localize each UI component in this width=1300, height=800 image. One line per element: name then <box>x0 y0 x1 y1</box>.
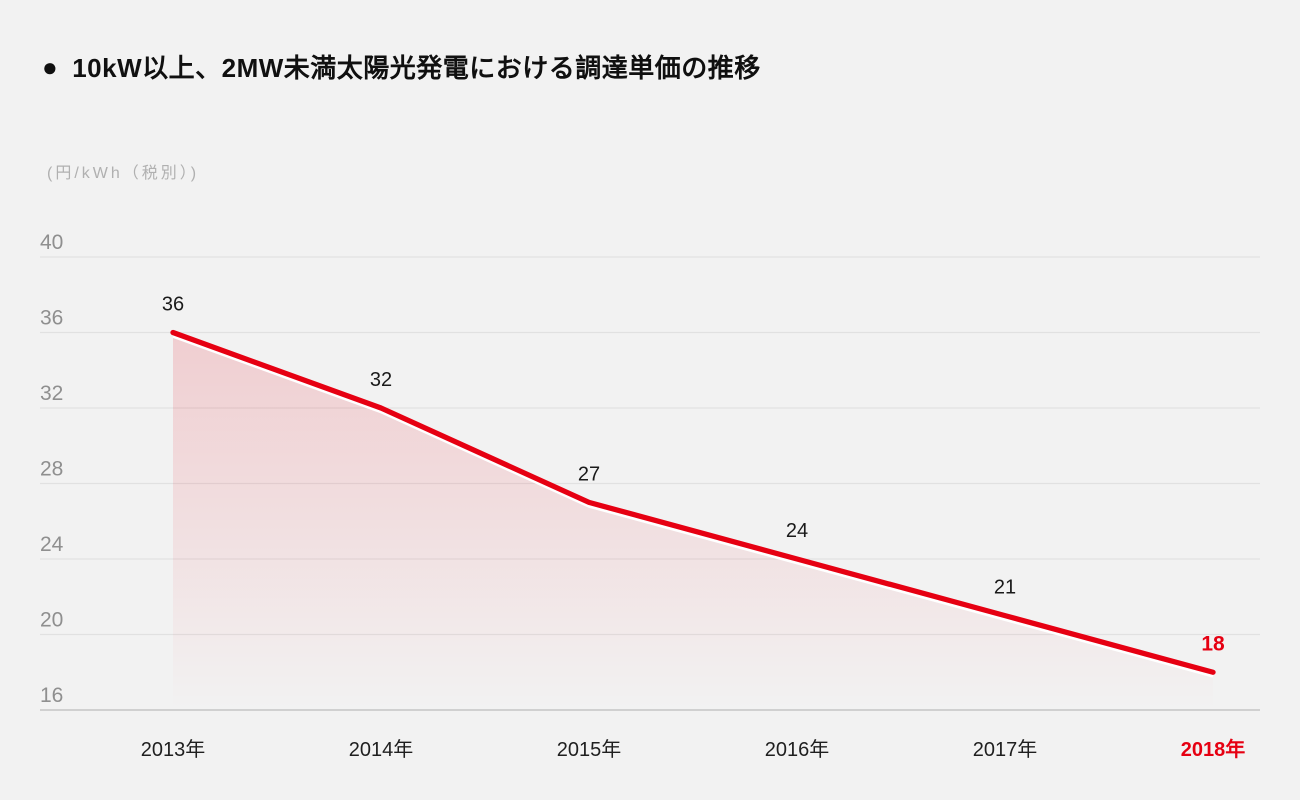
y-tick-label-32: 32 <box>40 382 63 405</box>
y-tick-label-24: 24 <box>40 533 64 556</box>
title-bullet-icon: ● <box>42 51 59 82</box>
y-tick-label-36: 36 <box>40 307 63 330</box>
y-tick-label-20: 20 <box>40 609 63 632</box>
data-label-2018年: 18 <box>1201 632 1225 655</box>
price-line <box>170 329 1216 675</box>
x-axis-label-2018年: 2018年 <box>1181 737 1246 761</box>
x-axis-label-2016年: 2016年 <box>765 738 830 761</box>
y-tick-label-28: 28 <box>40 458 63 481</box>
data-label-2013年: 36 <box>162 294 184 316</box>
x-axis-label-2014年: 2014年 <box>349 738 414 761</box>
data-label-2015年: 27 <box>578 463 600 485</box>
title-text: 10kW以上、2MW未満太陽光発電における調達単価の推移 <box>72 53 761 83</box>
y-tick-label-40: 40 <box>40 231 63 254</box>
x-axis-label-2013年: 2013年 <box>141 738 206 761</box>
data-label-2016年: 24 <box>786 520 808 542</box>
data-label-2014年: 32 <box>370 369 392 391</box>
x-axis-label-2015年: 2015年 <box>557 738 622 761</box>
y-axis-unit-label: (円/kWh（税別）) <box>47 165 200 182</box>
line-white-underlay <box>172 334 1214 678</box>
x-axis-label-2017年: 2017年 <box>973 738 1038 761</box>
chart-title: ● 10kW以上、2MW未満太陽光発電における調達単価の推移 <box>42 48 761 85</box>
data-label-2017年: 21 <box>994 577 1016 599</box>
y-tick-label-16: 16 <box>40 684 63 707</box>
area-fill <box>173 337 1213 709</box>
